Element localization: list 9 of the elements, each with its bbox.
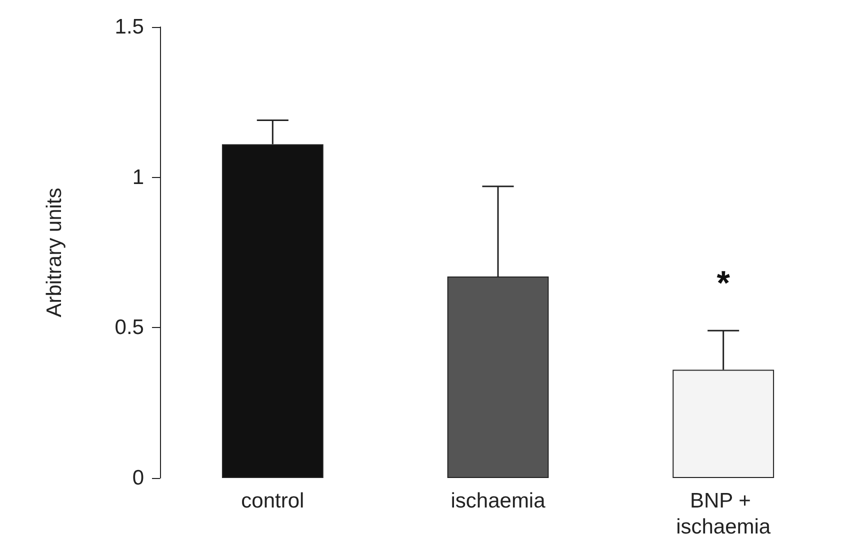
annotation: *: [716, 264, 731, 303]
x-tick-label: control: [241, 490, 304, 512]
x-tick-label: ischaemia: [450, 490, 546, 512]
y-axis-title: Arbitrary units: [43, 188, 66, 318]
y-tick-label: 1.5: [114, 16, 144, 38]
y-tick-label: 0: [132, 466, 144, 490]
x-tick-label: BNP + ischaemia: [676, 490, 771, 538]
y-tick-label: 1: [132, 166, 144, 189]
y-tick-label: 0.5: [114, 316, 144, 340]
